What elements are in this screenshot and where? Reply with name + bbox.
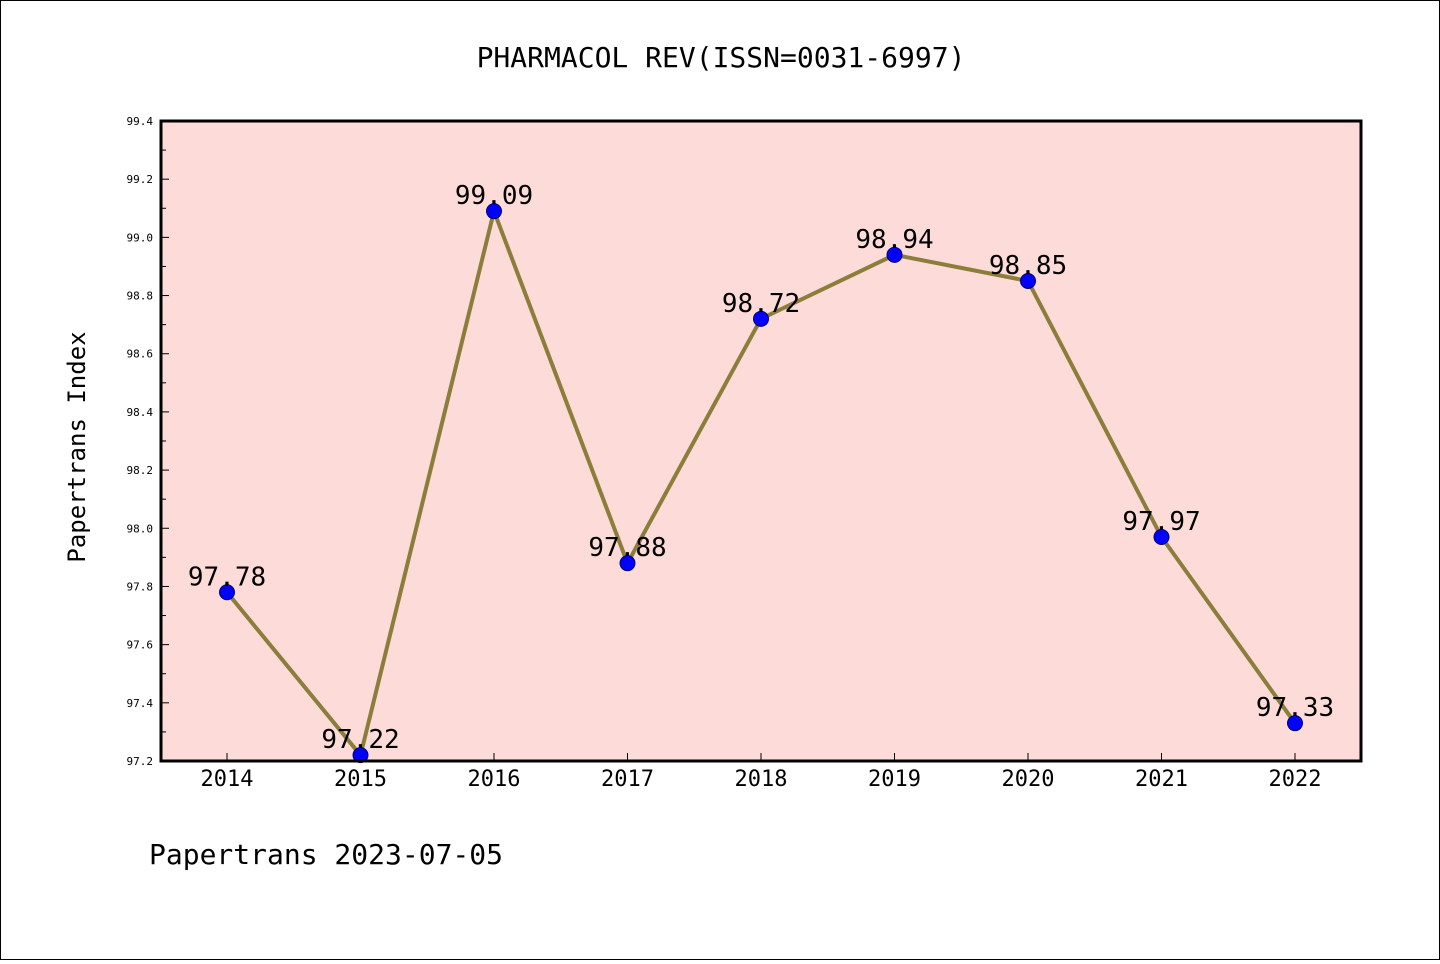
data-point (352, 747, 369, 764)
data-label: 97.88 (588, 533, 666, 563)
y-tick-label: 98.0 (127, 522, 154, 535)
y-tick-label: 98.6 (127, 348, 154, 361)
data-point (1287, 715, 1303, 732)
y-tick-label: 97.4 (127, 697, 154, 710)
y-tick-label: 99.4 (127, 115, 154, 128)
data-point (1020, 273, 1036, 289)
x-axis: 2014 2015 2016 2017 2018 2019 2020 2021 2022 (201, 753, 1322, 792)
data-label: 97.33 (1256, 693, 1334, 723)
data-label: 97.78 (188, 562, 266, 592)
y-tick-label: 97.6 (127, 639, 154, 652)
data-label: 98.94 (855, 225, 933, 255)
data-markers (219, 203, 1303, 764)
x-tick-label: 2022 (1269, 767, 1322, 792)
data-point (619, 555, 636, 572)
y-tick-label: 98.4 (127, 406, 154, 419)
x-tick-label: 2014 (201, 767, 254, 792)
data-point (486, 203, 502, 220)
y-tick-label: 99.0 (127, 231, 154, 244)
data-label: 98.72 (722, 289, 800, 319)
x-tick-label: 2015 (334, 767, 387, 792)
x-tick-label: 2016 (468, 767, 521, 792)
y-tick-label: 98.8 (127, 290, 154, 303)
footer-date: Papertrans 2023-07-05 (149, 838, 503, 871)
x-tick-label: 2019 (868, 767, 921, 792)
y-tick-label: 97.8 (127, 580, 154, 593)
y-tick-label: 98.2 (127, 464, 154, 477)
data-labels: 97.78 97.22 99.09 97.88 98.72 98.94 98.85 97.97… (188, 181, 1334, 755)
chart-title: PHARMACOL REV(ISSN=0031-6997) (477, 41, 966, 74)
x-tick-label: 2021 (1135, 767, 1188, 792)
y-tick-label: 99.2 (127, 173, 154, 186)
data-label: 97.97 (1122, 507, 1200, 537)
data-point (753, 310, 769, 327)
plot-area (161, 121, 1361, 761)
data-point (219, 584, 235, 601)
y-tick-label: 97.2 (127, 755, 154, 768)
x-tick-label: 2020 (1002, 767, 1055, 792)
plot-border (159, 119, 1363, 763)
data-label: 97.22 (321, 725, 399, 755)
y-axis-label: Papertrans Index (63, 331, 91, 562)
data-label: 99.09 (455, 181, 533, 211)
data-point (1153, 529, 1170, 545)
x-tick-label: 2018 (735, 767, 788, 792)
data-label: 98.85 (989, 251, 1067, 281)
y-axis: 97.2 97.4 97.6 97.8 98.0 98.2 98.4 98.6 98.8 99.0… (127, 115, 169, 768)
x-tick-label: 2017 (601, 767, 654, 792)
data-point (886, 246, 903, 263)
